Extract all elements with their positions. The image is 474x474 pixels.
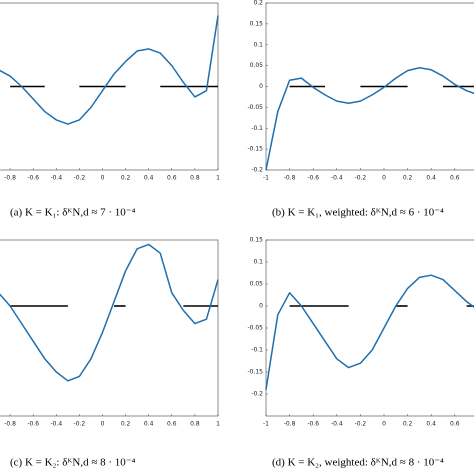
y-tick-label: 0.05 xyxy=(250,62,264,69)
y-tick-label: -0.1 xyxy=(251,125,263,132)
axes-box xyxy=(265,239,474,417)
x-tick-label: 0.8 xyxy=(190,421,200,428)
x-tick-label: 0.6 xyxy=(450,175,460,182)
x-tick-label: 0.4 xyxy=(426,421,436,428)
x-tick-label: -0.6 xyxy=(307,175,319,182)
x-tick-label: -0.2 xyxy=(74,175,86,182)
x-tick-label: 1 xyxy=(216,175,220,182)
x-tick-label: -0.4 xyxy=(50,421,62,428)
x-tick-label: 1 xyxy=(216,421,220,428)
y-tick-label: 0.05 xyxy=(250,281,264,288)
x-tick-label: -0.6 xyxy=(27,175,39,182)
caption: (a) K = K₁: δᴷN,d ≈ 7 · 10⁻⁴ xyxy=(10,207,136,219)
x-tick-label: -0.4 xyxy=(50,175,62,182)
x-tick-label: 0.2 xyxy=(121,175,131,182)
y-tick-label: -0.2 xyxy=(251,391,263,398)
caption: (b) K = K₁, weighted: δᴷN,d ≈ 6 · 10⁻⁴ xyxy=(272,207,444,219)
x-tick-label: 0 xyxy=(101,175,105,182)
x-tick-label: -0.8 xyxy=(4,421,16,428)
y-tick-label: 0.15 xyxy=(250,237,264,244)
y-tick-label: 0 xyxy=(259,83,263,90)
x-tick-label: 0.2 xyxy=(403,421,413,428)
x-tick-label: 0 xyxy=(382,175,386,182)
x-tick-label: 0.6 xyxy=(167,175,177,182)
curve xyxy=(0,243,219,382)
x-tick-label: 0 xyxy=(382,421,386,428)
y-tick-label: 0.2 xyxy=(253,0,263,7)
x-tick-label: -0.2 xyxy=(355,421,367,428)
x-tick-label: -0.4 xyxy=(331,421,343,428)
x-tick-label: 0.6 xyxy=(167,421,177,428)
x-tick-label: 0.6 xyxy=(450,421,460,428)
y-tick-label: -0.15 xyxy=(247,146,263,153)
x-tick-label: 0.2 xyxy=(121,421,131,428)
curve xyxy=(265,274,474,390)
y-tick-label: -0.05 xyxy=(247,325,263,332)
x-tick-label: -1 xyxy=(263,421,269,428)
x-tick-label: -0.6 xyxy=(27,421,39,428)
x-tick-label: 0.4 xyxy=(144,175,154,182)
y-tick-label: -0.15 xyxy=(247,369,263,376)
x-tick-label: 0.2 xyxy=(403,175,413,182)
x-tick-label: -0.2 xyxy=(74,421,86,428)
x-tick-label: -1 xyxy=(263,175,269,182)
x-tick-label: 0.8 xyxy=(190,175,200,182)
y-tick-label: 0.15 xyxy=(250,20,264,27)
caption: (c) K = K₂: δᴷN,d ≈ 8 · 10⁻⁴ xyxy=(10,457,136,469)
x-tick-label: -0.6 xyxy=(307,421,319,428)
x-tick-label: -0.8 xyxy=(284,421,296,428)
y-tick-label: 0.1 xyxy=(253,41,263,48)
y-tick-label: -0.2 xyxy=(251,167,263,174)
x-tick-label: -0.4 xyxy=(331,175,343,182)
x-tick-label: -0.2 xyxy=(355,175,367,182)
x-tick-label: 0 xyxy=(101,421,105,428)
curve xyxy=(0,15,219,125)
x-tick-label: 0.4 xyxy=(426,175,436,182)
axes-box xyxy=(0,239,219,417)
curve xyxy=(265,66,474,171)
y-tick-label: -0.1 xyxy=(251,347,263,354)
caption: (d) K = K₂, weighted: δᴷN,d ≈ 8 · 10⁻⁴ xyxy=(272,457,444,469)
y-tick-label: 0.1 xyxy=(253,259,263,266)
x-tick-label: -0.8 xyxy=(284,175,296,182)
x-tick-label: -0.8 xyxy=(4,175,16,182)
x-tick-label: 0.4 xyxy=(144,421,154,428)
y-tick-label: 0 xyxy=(259,303,263,310)
y-tick-label: -0.05 xyxy=(247,104,263,111)
